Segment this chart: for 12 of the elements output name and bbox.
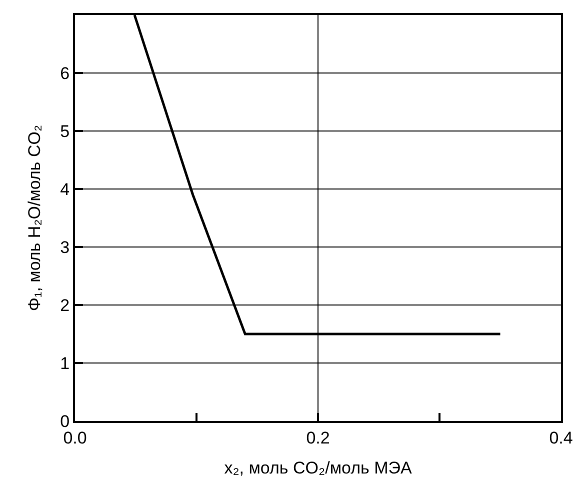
- y-tick-label: 4: [60, 180, 70, 199]
- y-tick-label: 0: [60, 412, 70, 431]
- x-tick-label: 0.4: [549, 428, 573, 448]
- x-tick-label: 0.2: [306, 428, 330, 448]
- x-tick-label: 0.0: [63, 428, 87, 448]
- x-axis-title: x₂, моль CO₂/моль МЭА: [224, 458, 412, 478]
- y-tick-label: 6: [60, 64, 70, 83]
- y-tick-label: 5: [60, 122, 70, 141]
- y-tick-label: 3: [60, 238, 70, 257]
- y-tick-label: 2: [60, 296, 70, 315]
- y-tick-label: 1: [60, 354, 70, 373]
- y-axis-title: Φ₁, моль H₂O/моль CO₂: [25, 124, 44, 312]
